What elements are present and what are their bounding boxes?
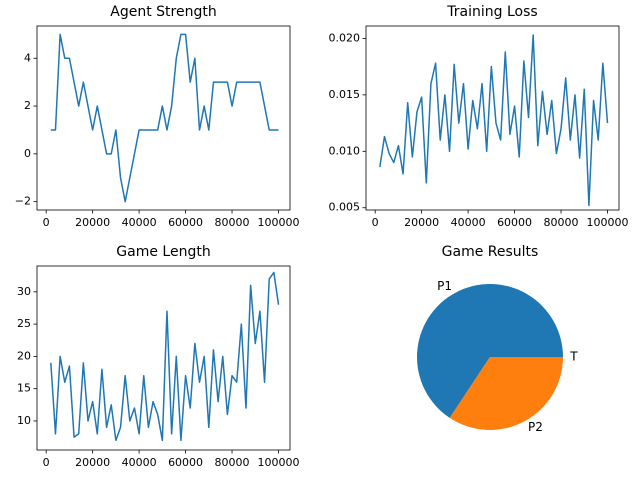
x-tick-label: 20000 [75, 216, 110, 229]
slice-label: T [569, 350, 578, 364]
pie-slice [416, 283, 563, 418]
x-tick-label: 0 [43, 216, 50, 229]
x-tick-label: 80000 [544, 216, 579, 229]
subplot-title: Game Length [116, 244, 210, 260]
line [50, 271, 280, 442]
subplot-title: Training Loss [446, 4, 537, 20]
y-tick-label: 10 [17, 414, 31, 427]
x-tick-label: 20000 [75, 456, 110, 469]
x-tick-label: 0 [372, 216, 379, 229]
y-tick-label: 4 [24, 51, 31, 64]
slice-label: P2 [528, 420, 543, 434]
x-tick-label: 80000 [215, 456, 250, 469]
x-tick-label: 0 [43, 456, 50, 469]
x-tick-label: 60000 [168, 456, 203, 469]
x-tick-label: 40000 [122, 216, 157, 229]
x-tick-label: 80000 [215, 216, 250, 229]
y-tick-label: −2 [15, 195, 31, 208]
y-tick-label: 30 [17, 285, 31, 298]
axes-frame [365, 25, 620, 211]
line [50, 33, 279, 203]
y-tick-label: 25 [17, 317, 31, 330]
x-tick-label: 100000 [258, 216, 300, 229]
slice-label: P1 [437, 279, 452, 293]
x-tick-label: 100000 [587, 216, 629, 229]
x-tick-label: 60000 [168, 216, 203, 229]
x-tick-label: 20000 [404, 216, 439, 229]
subplot-title: Game Results [442, 244, 539, 260]
y-tick-label: 15 [17, 382, 31, 395]
subplot-title: Agent Strength [110, 4, 216, 20]
y-tick-label: 0.020 [329, 31, 361, 44]
pie-slice [449, 357, 563, 431]
x-tick-label: 100000 [258, 456, 300, 469]
y-tick-label: 0.010 [329, 144, 361, 157]
line [379, 34, 609, 207]
y-tick-label: 0.005 [329, 201, 361, 214]
x-tick-label: 60000 [497, 216, 532, 229]
axes-frame [36, 265, 291, 451]
x-tick-label: 40000 [122, 456, 157, 469]
y-tick-label: 0.015 [329, 88, 361, 101]
y-tick-label: 2 [24, 99, 31, 112]
y-tick-label: 0 [24, 147, 31, 160]
y-tick-label: 20 [17, 349, 31, 362]
axes-frame [36, 25, 291, 211]
x-tick-label: 40000 [451, 216, 486, 229]
